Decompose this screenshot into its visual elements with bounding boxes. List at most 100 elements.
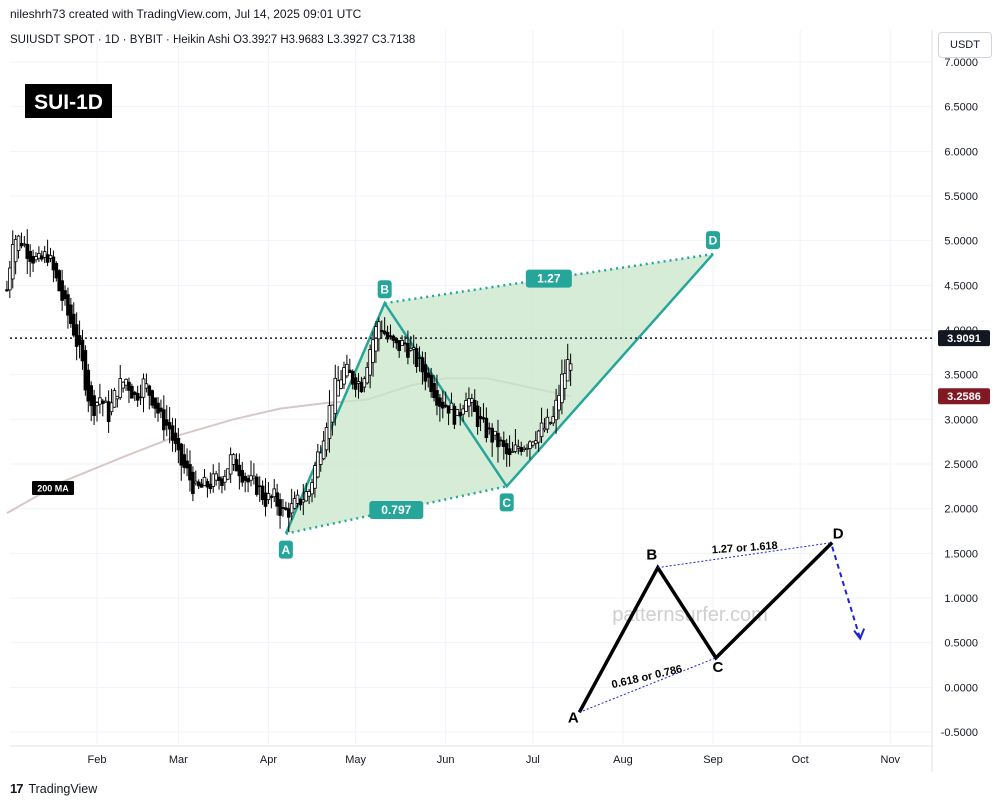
candle-body	[22, 243, 27, 246]
point-label-text: B	[380, 283, 389, 297]
candle-body	[368, 349, 372, 376]
candle-body	[560, 373, 564, 404]
x-tick-label: Oct	[792, 754, 809, 766]
candle-body	[170, 425, 175, 441]
y-tick-label: -0.5000	[941, 727, 978, 739]
candle-body	[403, 342, 407, 345]
candle-body	[252, 475, 256, 479]
candle-body	[336, 380, 340, 397]
candle-body	[69, 304, 73, 324]
candle-body	[548, 422, 553, 425]
candle-body	[286, 508, 291, 518]
candle-body	[304, 491, 309, 502]
candle-body	[118, 378, 123, 398]
price-candle	[141, 373, 146, 413]
candle-body	[205, 481, 210, 488]
price-candle	[220, 476, 224, 494]
chart-title: SUI-1D	[25, 84, 112, 118]
price-candle	[347, 358, 352, 373]
candle-body	[162, 409, 166, 431]
x-tick-label: May	[345, 754, 366, 766]
candle-body	[409, 347, 413, 351]
candle-body	[144, 383, 149, 389]
candle-body	[202, 476, 207, 487]
x-tick-label: Mar	[169, 754, 188, 766]
candle-body	[533, 440, 538, 445]
candle-body	[307, 491, 311, 497]
candle-body	[327, 405, 332, 440]
price-candle	[13, 234, 18, 275]
price-candle	[16, 234, 21, 259]
candle-body	[353, 377, 358, 390]
y-tick-label: 3.0000	[944, 414, 978, 426]
candle-body	[461, 408, 465, 415]
candle-body	[531, 441, 535, 446]
tradingview-logo-icon: 17	[10, 781, 24, 796]
price-candle	[243, 472, 247, 493]
price-candle	[205, 478, 210, 498]
candle-body	[292, 498, 297, 509]
candle-body	[223, 475, 227, 483]
candle-body	[106, 401, 111, 423]
candle-body	[563, 373, 567, 389]
candle-body	[278, 499, 282, 516]
chart-title-text: SUI-1D	[34, 91, 103, 114]
candle-body	[542, 427, 547, 431]
price-candle	[132, 390, 137, 402]
symbol-legend[interactable]: SUIUSDT SPOT · 1D · BYBIT · Heikin Ashi …	[10, 34, 416, 46]
price-candle	[153, 397, 157, 418]
ratio-label-text: 1.27	[537, 272, 561, 286]
point-label-box	[278, 540, 293, 559]
price-candle	[98, 383, 102, 414]
price-candle	[121, 381, 125, 393]
candle-body	[54, 263, 59, 279]
candle-body	[313, 465, 317, 489]
schematic-point-b: B	[646, 547, 657, 564]
candle-body	[284, 507, 288, 510]
candle-body	[167, 422, 172, 430]
price-candle	[252, 463, 256, 485]
candle-body	[507, 448, 512, 456]
candle-body	[565, 359, 570, 382]
candle-body	[234, 459, 239, 472]
candle-body	[34, 256, 38, 261]
price-candle	[51, 250, 56, 283]
price-candle	[130, 383, 134, 399]
schematic-point-a: A	[568, 709, 579, 726]
pattern-ratio-label: 1.27	[525, 269, 572, 288]
candle-body	[487, 427, 492, 430]
ratio-label-text: 0.797	[381, 503, 411, 517]
candle-body	[414, 348, 419, 367]
ma-price-tag: 3.2586	[938, 388, 990, 405]
candle-body	[10, 244, 15, 280]
candle-body	[109, 402, 114, 413]
candle-body	[379, 329, 384, 333]
candle-body	[220, 478, 224, 486]
price-candle	[228, 447, 233, 483]
price-candle	[150, 389, 155, 409]
brand-label: TradingView	[28, 781, 98, 796]
candle-body	[484, 417, 489, 439]
candle-body	[243, 475, 247, 481]
candle-body	[173, 432, 178, 444]
candle-body	[25, 243, 30, 259]
candle-body	[275, 492, 279, 507]
pattern-point-a: A	[278, 540, 293, 559]
candle-body	[124, 378, 128, 386]
candle-body	[246, 477, 250, 483]
candle-body	[478, 415, 483, 420]
price-candle	[255, 473, 259, 497]
candle-body	[481, 417, 486, 420]
price-candle	[60, 269, 64, 311]
candle-body	[397, 340, 401, 352]
candle-body	[185, 460, 189, 469]
candle-body	[63, 290, 67, 300]
x-tick-label: Jul	[526, 754, 540, 766]
price-candle	[48, 247, 53, 263]
tradingview-brand[interactable]: 17 TradingView	[10, 781, 97, 796]
candle-body	[298, 498, 303, 506]
price-candle	[266, 482, 271, 505]
currency-button[interactable]: USDT	[938, 32, 992, 58]
pattern-point-c: C	[499, 493, 514, 512]
